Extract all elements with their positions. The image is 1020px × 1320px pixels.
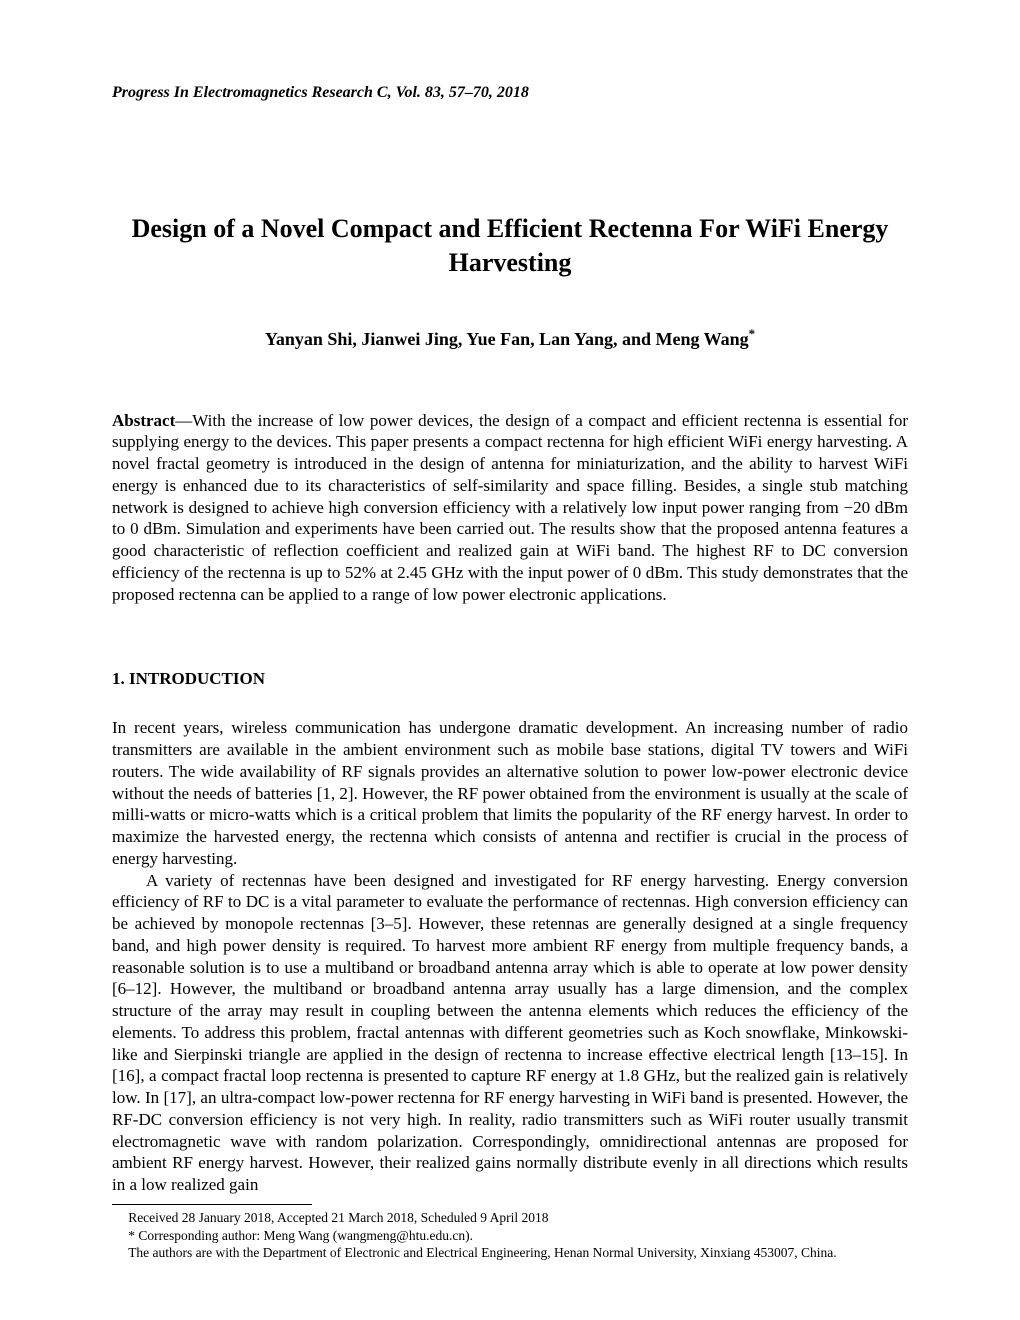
running-header: Progress In Electromagnetics Research C,… <box>112 84 908 102</box>
corresponding-marker: * <box>749 326 756 341</box>
authors-names: Yanyan Shi, Jianwei Jing, Yue Fan, Lan Y… <box>265 329 749 349</box>
footnote-rule <box>112 1204 312 1205</box>
intro-paragraph-2: A variety of rectennas have been designe… <box>112 870 908 1196</box>
paper-page: Progress In Electromagnetics Research C,… <box>0 0 1020 1320</box>
abstract-block: Abstract—With the increase of low power … <box>112 410 908 606</box>
abstract-text: —With the increase of low power devices,… <box>112 411 908 604</box>
footnote-corresponding-author: * Corresponding author: Meng Wang (wangm… <box>112 1227 908 1245</box>
section-heading-introduction: 1. INTRODUCTION <box>112 669 908 689</box>
footnote-affiliation: The authors are with the Department of E… <box>112 1244 908 1262</box>
intro-paragraph-1: In recent years, wireless communication … <box>112 717 908 869</box>
footnotes-block: Received 28 January 2018, Accepted 21 Ma… <box>112 1204 908 1262</box>
author-list: Yanyan Shi, Jianwei Jing, Yue Fan, Lan Y… <box>112 326 908 350</box>
footnote-received: Received 28 January 2018, Accepted 21 Ma… <box>112 1209 908 1227</box>
paper-title: Design of a Novel Compact and Efficient … <box>112 212 908 280</box>
abstract-label: Abstract <box>112 411 175 430</box>
